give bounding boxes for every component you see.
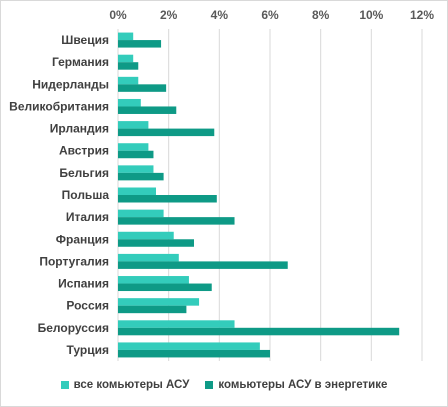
category-label: Швеция [61, 33, 109, 47]
bar-energy [118, 195, 217, 203]
bar-all [118, 121, 149, 129]
x-tick-label: 12% [410, 8, 434, 22]
category-label: Италия [66, 210, 109, 224]
legend-item-energy: комьютеры АСУ в энергетике [205, 379, 387, 391]
bar-energy [118, 150, 154, 159]
x-axis-ticks: 0% 2% 4% 6% 8% 10% 12% [109, 8, 434, 22]
category-label: Германия [52, 55, 109, 69]
bar-all [118, 276, 189, 284]
category-label: Нидерланды [32, 77, 109, 91]
x-tick-label: 4% [211, 8, 229, 22]
bar-energy [118, 128, 215, 137]
x-tick-label: 2% [160, 8, 178, 22]
category-label: Белоруссия [38, 321, 109, 335]
category-labels: Швеция Германия Нидерланды Великобритания Ир… [9, 33, 109, 357]
category-label: Ирландия [50, 122, 109, 136]
bar-energy [118, 84, 167, 92]
bar-energy [118, 261, 288, 269]
x-tick-label: 0% [109, 8, 127, 22]
bar-all [118, 342, 260, 350]
bar-energy [118, 40, 162, 48]
bar-all [118, 32, 134, 41]
bars [118, 32, 400, 358]
category-label: Россия [66, 299, 109, 313]
bar-energy [118, 106, 177, 114]
bar-chart: 0% 2% 4% 6% 8% 10% 12% Швеция Германия Нидерланд… [9, 8, 434, 361]
bar-energy [118, 172, 164, 181]
bar-energy [118, 349, 270, 358]
legend-label-energy: комьютеры АСУ в энергетике [218, 379, 388, 391]
gridlines [117, 29, 423, 361]
bar-energy [118, 305, 187, 314]
x-tick-label: 10% [359, 8, 383, 22]
bar-energy [118, 217, 235, 225]
x-tick-label: 8% [312, 8, 330, 22]
bar-all [118, 253, 179, 262]
legend-item-all: все комьютеры АСУ [60, 379, 190, 391]
bar-all [118, 320, 235, 328]
bar-energy [118, 283, 212, 292]
bar-all [118, 54, 134, 63]
legend-label-all: все комьютеры АСУ [73, 379, 190, 391]
legend-swatch-energy [205, 381, 214, 389]
bar-all [118, 98, 141, 107]
bar-energy [118, 62, 139, 70]
category-label: Польша [62, 188, 110, 202]
bar-all [118, 231, 174, 240]
category-label: Франция [56, 232, 109, 246]
bar-all [118, 209, 164, 218]
legend: все комьютеры АСУ комьютеры АСУ в энерге… [1, 375, 447, 395]
x-tick-label: 6% [261, 8, 279, 22]
category-label: Бельгия [59, 166, 109, 180]
bar-all [118, 165, 154, 173]
legend-swatch-all [60, 381, 69, 389]
bar-all [118, 143, 149, 151]
category-label: Португалия [39, 254, 109, 268]
bar-all [118, 298, 200, 306]
category-label: Испания [58, 277, 109, 291]
category-label: Великобритания [9, 99, 109, 113]
bar-all [118, 76, 139, 85]
bar-all [118, 187, 156, 195]
category-label: Австрия [59, 144, 109, 158]
bar-energy [118, 239, 194, 247]
category-label: Турция [67, 343, 109, 357]
bar-energy [118, 327, 400, 336]
